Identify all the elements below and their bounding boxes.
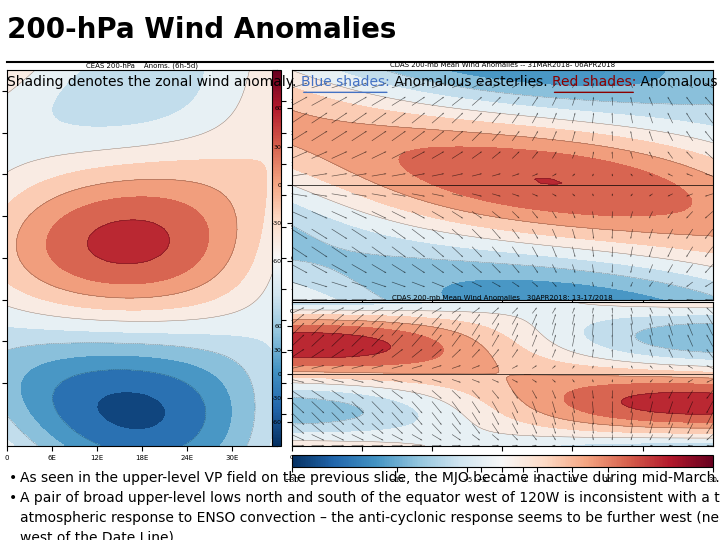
Text: Anomalous westerlies.: Anomalous westerlies. (636, 75, 720, 89)
Text: 200-hPa Wind Anomalies: 200-hPa Wind Anomalies (7, 16, 397, 44)
Text: west of the Date Line).: west of the Date Line). (20, 531, 179, 540)
Text: Red shades:: Red shades: (552, 75, 636, 89)
Title: CDAS 200-mb Mean Wind Anomalies -- 31MAR2018- 06APR2018: CDAS 200-mb Mean Wind Anomalies -- 31MAR… (390, 63, 615, 69)
Text: As seen in the upper-level VP field on the previous slide, the MJO became inacti: As seen in the upper-level VP field on t… (20, 471, 720, 485)
Title: CDAS 200-mb Mean Wind Anomalies   30APR2018: 13-17/2018: CDAS 200-mb Mean Wind Anomalies 30APR201… (392, 295, 613, 301)
Title: CEAS 200-hPa    Anoms. (6h-5d): CEAS 200-hPa Anoms. (6h-5d) (86, 63, 198, 69)
Text: •: • (9, 471, 17, 485)
Text: •: • (9, 491, 17, 505)
Text: atmospheric response to ENSO convection – the anti-cyclonic response seems to be: atmospheric response to ENSO convection … (20, 511, 720, 525)
Text: Shading denotes the zonal wind anomaly.: Shading denotes the zonal wind anomaly. (7, 75, 301, 89)
Text: Blue shades:: Blue shades: (301, 75, 390, 89)
Text: Anomalous easterlies.: Anomalous easterlies. (390, 75, 552, 89)
Text: A pair of broad upper-level lows north and south of the equator west of 120W is : A pair of broad upper-level lows north a… (20, 491, 720, 505)
